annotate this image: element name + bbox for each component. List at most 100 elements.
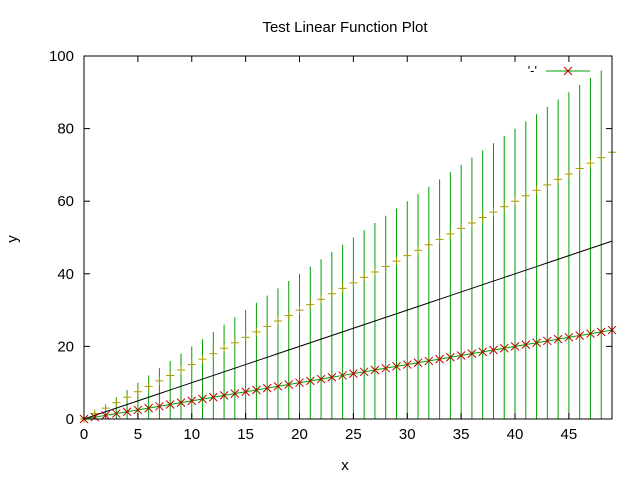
red-series-point [489, 345, 498, 355]
red-series-point [241, 387, 250, 397]
red-series-point [295, 378, 304, 388]
errorbar-center-point [317, 295, 326, 304]
red-series-point [370, 365, 380, 375]
errorbar-center-point [263, 322, 272, 331]
x-tick-label: 45 [561, 426, 578, 443]
errorbar-center-point [511, 197, 520, 206]
errorbar-center-point [338, 284, 347, 293]
red-series-point [564, 332, 574, 342]
red-series-point [456, 351, 466, 360]
errorbar-center-point [187, 360, 196, 369]
red-series-point [467, 349, 477, 359]
black-series-line [83, 240, 613, 420]
errorbar-center-point [220, 344, 229, 353]
red-series-point [359, 367, 369, 377]
plot-frame [83, 55, 613, 420]
errorbar-center-point [144, 382, 153, 391]
red-series-point [499, 343, 509, 353]
errorbar-center-point [230, 338, 239, 347]
errorbar-center-point [446, 229, 455, 238]
red-series-point [542, 336, 552, 346]
red-series-point [187, 396, 197, 406]
y-tick-label: 60 [57, 193, 74, 210]
red-series-point [402, 360, 412, 369]
red-series-point [252, 385, 261, 395]
errorbar-center-point [209, 349, 218, 358]
red-series-point [349, 369, 358, 378]
axes-layer: 0 5 10 15 20 25 30 35 40 45 0 20 40 60 80 100 [49, 48, 613, 443]
errorbar-center-point [564, 169, 573, 178]
red-series-point [392, 362, 401, 371]
x-axis-label: x [341, 457, 349, 474]
errorbar-center-point [295, 306, 304, 315]
x-tick-label: 25 [345, 426, 362, 443]
y-tick-label: 80 [57, 121, 74, 138]
red-series-point [596, 327, 606, 337]
errorbar-center-point [403, 251, 412, 260]
red-series-point [262, 383, 272, 393]
errorbar-center-point [554, 175, 563, 184]
errorbar-center-point [284, 311, 293, 320]
x-tick-label: 5 [134, 426, 142, 443]
errorbar-center-point [489, 208, 498, 217]
x-tick-label: 0 [80, 426, 88, 443]
x-tick-label: 15 [237, 426, 254, 443]
x-tick-label: 30 [399, 426, 416, 443]
errorbar-center-point [392, 257, 401, 266]
series-layer [79, 63, 617, 424]
errorbar-center-point [575, 164, 584, 173]
errorbar-center-point [381, 262, 390, 271]
errorbar-center-point [360, 273, 369, 282]
red-series-point [219, 391, 229, 400]
red-series-point [230, 389, 240, 398]
red-series-point [133, 405, 143, 415]
red-series-point [101, 411, 110, 420]
errorbar-center-point [424, 240, 433, 249]
red-series-point [510, 342, 520, 351]
errorbar-center-point [467, 218, 476, 227]
red-series-point [305, 376, 315, 386]
legend-marker-sample [563, 66, 573, 76]
red-series-point [208, 392, 218, 402]
red-series-point [198, 394, 207, 404]
red-series-point [165, 400, 175, 409]
red-series-point [381, 363, 391, 373]
red-series-point [122, 407, 132, 417]
errorbar-center-point [521, 191, 530, 200]
y-axis-label: y [4, 235, 21, 243]
errorbar-center-point [414, 246, 423, 255]
legend: '-' [528, 63, 590, 78]
errorbar-center-point [166, 371, 175, 380]
red-series-point [273, 381, 283, 391]
errorbar-center-point [252, 327, 261, 336]
red-series-point [424, 356, 434, 366]
errorbar-center-point [101, 404, 110, 413]
red-series-point [176, 398, 186, 408]
red-series-point [478, 347, 488, 357]
red-series-point [155, 401, 164, 411]
x-tick-label: 35 [453, 426, 470, 443]
red-series-point [338, 371, 347, 380]
y-tick-label: 100 [49, 48, 74, 65]
y-tick-label: 20 [57, 338, 74, 355]
red-series-line [83, 329, 613, 420]
legend-label: '-' [528, 63, 537, 78]
y-tick-label: 40 [57, 266, 74, 283]
errorbar-center-point [327, 289, 336, 298]
red-series-point [586, 329, 595, 339]
red-series-point [435, 354, 444, 364]
errorbar-center-point [123, 393, 132, 402]
errorbar-center-point [241, 333, 250, 342]
red-series-point [144, 403, 154, 413]
errorbar-center-point [112, 398, 121, 407]
red-series-point [316, 374, 326, 384]
errorbar-center-point [532, 186, 541, 195]
red-series-point [327, 372, 337, 382]
errorbar-center-point [457, 224, 466, 233]
chart-title: Test Linear Function Plot [262, 19, 428, 36]
red-series-point [90, 412, 100, 422]
red-series-point [553, 334, 563, 344]
y-tick-label: 0 [66, 411, 74, 428]
x-tick-label: 20 [291, 426, 308, 443]
